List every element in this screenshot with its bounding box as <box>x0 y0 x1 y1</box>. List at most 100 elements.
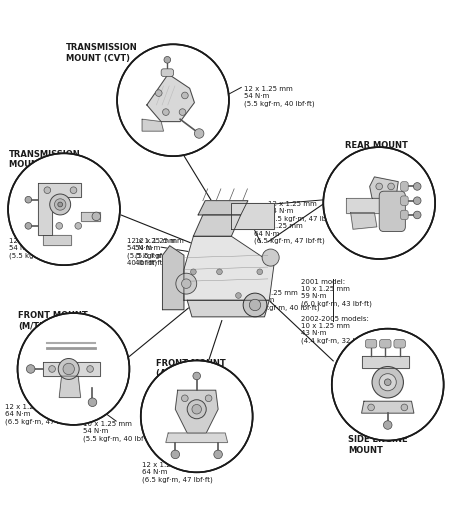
Circle shape <box>332 329 444 440</box>
Text: FRONT MOUNT
(M/T): FRONT MOUNT (M/T) <box>18 311 88 330</box>
Circle shape <box>49 366 55 372</box>
Circle shape <box>379 373 396 391</box>
Polygon shape <box>351 212 377 229</box>
Polygon shape <box>362 401 414 413</box>
Text: 12 x 1.25 mm
54 N·m
(5.5 kgf·m, 40 lbf·ft): 12 x 1.25 mm 54 N·m (5.5 kgf·m, 40 lbf·f… <box>9 238 79 258</box>
Circle shape <box>44 187 51 194</box>
Polygon shape <box>184 236 274 300</box>
Circle shape <box>63 363 74 375</box>
Circle shape <box>58 202 63 207</box>
Circle shape <box>243 293 267 317</box>
Circle shape <box>141 361 253 472</box>
Circle shape <box>401 404 408 411</box>
FancyBboxPatch shape <box>394 339 405 348</box>
Circle shape <box>155 90 162 96</box>
Circle shape <box>176 273 197 294</box>
Polygon shape <box>187 300 269 317</box>
Text: FRONT MOUNT
(A/T, CVT): FRONT MOUNT (A/T, CVT) <box>156 358 226 378</box>
Circle shape <box>376 183 383 190</box>
Circle shape <box>55 199 66 210</box>
Circle shape <box>182 92 188 99</box>
Text: 12 x 1.25 mm
54 N·m
(5.5 kgf·m,
40 lbf·ft): 12 x 1.25 mm 54 N·m (5.5 kgf·m, 40 lbf·f… <box>127 238 176 266</box>
FancyBboxPatch shape <box>365 339 377 348</box>
Circle shape <box>323 147 435 259</box>
FancyBboxPatch shape <box>401 196 408 206</box>
Circle shape <box>163 109 169 116</box>
Text: 12 x 1.25 mm
64 N·m
(6.5 kgf·m, 47 lbf·ft): 12 x 1.25 mm 64 N·m (6.5 kgf·m, 47 lbf·f… <box>254 223 324 244</box>
Circle shape <box>192 405 201 414</box>
Circle shape <box>262 249 279 266</box>
Polygon shape <box>38 183 81 235</box>
Polygon shape <box>147 74 194 122</box>
Circle shape <box>25 223 32 229</box>
Circle shape <box>257 269 263 275</box>
Polygon shape <box>81 212 100 221</box>
Text: TRANSMISSION
MOUNT (M/T, A/T): TRANSMISSION MOUNT (M/T, A/T) <box>9 150 91 169</box>
Text: 12 x 1.25 mm
54 N·m
(5.5 kgf·m, 40 lbf·ft): 12 x 1.25 mm 54 N·m (5.5 kgf·m, 40 lbf·f… <box>244 86 315 107</box>
Polygon shape <box>175 390 218 433</box>
Polygon shape <box>142 119 164 131</box>
Text: SIDE ENGINE
MOUNT: SIDE ENGINE MOUNT <box>348 435 408 455</box>
Polygon shape <box>166 433 228 442</box>
Circle shape <box>70 187 77 194</box>
Polygon shape <box>362 356 409 368</box>
Circle shape <box>191 269 196 275</box>
Polygon shape <box>346 198 403 212</box>
Polygon shape <box>163 246 184 310</box>
Circle shape <box>413 183 421 190</box>
Circle shape <box>117 44 229 156</box>
Circle shape <box>368 404 374 411</box>
FancyBboxPatch shape <box>401 210 408 220</box>
Polygon shape <box>43 235 71 245</box>
Circle shape <box>383 421 392 429</box>
Text: 12 x 1.25 mm
54 N·m
(5.5 kgf·m, 40 lbf·ft): 12 x 1.25 mm 54 N·m (5.5 kgf·m, 40 lbf·f… <box>249 290 319 311</box>
Polygon shape <box>370 177 398 198</box>
Circle shape <box>236 293 241 298</box>
Circle shape <box>217 269 222 275</box>
Circle shape <box>27 365 35 373</box>
Text: 12 x 1.25 mm
54 N·m
(5.5 kgf·m,
40 lbf·ft): 12 x 1.25 mm 54 N·m (5.5 kgf·m, 40 lbf·f… <box>135 238 184 266</box>
FancyBboxPatch shape <box>380 339 391 348</box>
Polygon shape <box>198 200 248 215</box>
Text: REAR MOUNT: REAR MOUNT <box>345 141 408 150</box>
Polygon shape <box>231 203 274 229</box>
Circle shape <box>182 395 188 401</box>
Polygon shape <box>193 215 241 236</box>
Circle shape <box>205 395 212 401</box>
Circle shape <box>214 450 222 458</box>
Text: 10 x 1.25 mm
54 N·m
(5.5 kgf·m, 40 lbf·ft): 10 x 1.25 mm 54 N·m (5.5 kgf·m, 40 lbf·f… <box>83 421 154 442</box>
Text: 12 x 1.25 mm
64 N·m
(6.5 kgf·m, 47 lbf·ft): 12 x 1.25 mm 64 N·m (6.5 kgf·m, 47 lbf·f… <box>5 404 75 425</box>
Circle shape <box>388 183 394 190</box>
Circle shape <box>50 194 71 215</box>
Text: TRANSMISSION
MOUNT (CVT): TRANSMISSION MOUNT (CVT) <box>66 44 138 63</box>
Circle shape <box>87 366 93 372</box>
Text: 12 x 1.25 mm
64 N·m
(6.5 kgf·m, 47 lbf·ft): 12 x 1.25 mm 64 N·m (6.5 kgf·m, 47 lbf·f… <box>268 200 338 222</box>
Circle shape <box>249 299 261 311</box>
Circle shape <box>75 223 82 229</box>
Text: 12 x 1.25 mm
64 N·m
(6.5 kgf·m, 47 lbf·ft): 12 x 1.25 mm 64 N·m (6.5 kgf·m, 47 lbf·f… <box>142 462 213 483</box>
Circle shape <box>413 197 421 205</box>
Circle shape <box>372 367 403 398</box>
Circle shape <box>56 223 63 229</box>
Circle shape <box>179 109 186 116</box>
Circle shape <box>25 196 32 203</box>
Text: 2001 model:
10 x 1.25 mm
59 N·m
(6.0 kgf·m, 43 lbf·ft)

2002-2005 models:
10 x 1: 2001 model: 10 x 1.25 mm 59 N·m (6.0 kgf… <box>301 279 372 344</box>
Circle shape <box>92 212 100 221</box>
Circle shape <box>171 450 180 458</box>
Circle shape <box>384 379 391 385</box>
Circle shape <box>58 358 79 379</box>
FancyBboxPatch shape <box>379 191 405 232</box>
Circle shape <box>182 279 191 289</box>
Polygon shape <box>59 376 81 397</box>
Polygon shape <box>43 362 100 376</box>
Circle shape <box>164 56 171 63</box>
Circle shape <box>88 398 97 407</box>
Circle shape <box>187 400 206 419</box>
Circle shape <box>8 153 120 265</box>
FancyBboxPatch shape <box>161 69 173 77</box>
Circle shape <box>193 372 201 380</box>
Circle shape <box>194 129 204 138</box>
Circle shape <box>413 211 421 219</box>
Circle shape <box>18 313 129 425</box>
FancyBboxPatch shape <box>401 182 408 191</box>
